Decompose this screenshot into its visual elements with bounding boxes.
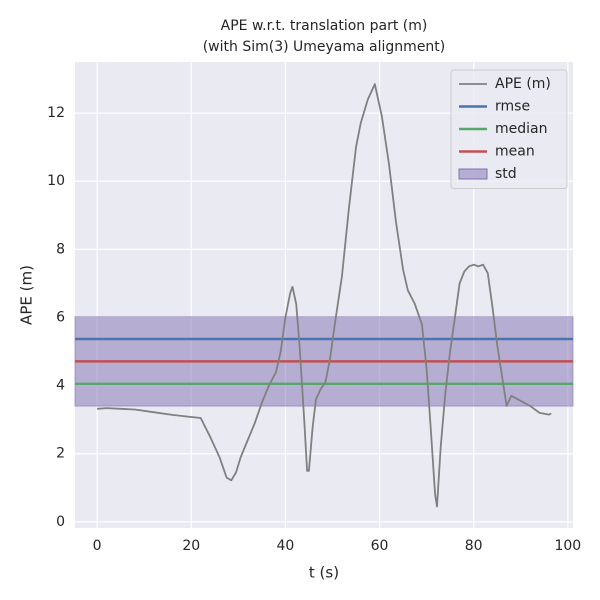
y-tick-label: 2 [56,446,65,462]
x-tick-label: 60 [371,538,389,554]
x-tick-label: 0 [93,538,102,554]
chart-title: APE w.r.t. translation part (m) [221,18,428,34]
legend-label: APE (m) [495,76,551,92]
y-tick-label: 0 [56,514,65,530]
legend-swatch [458,168,488,180]
y-tick-label: 4 [56,378,65,394]
y-tick-label: 6 [56,309,65,325]
y-axis-label: APE (m) [18,265,36,325]
x-tick-label: 40 [276,538,294,554]
data-line [97,83,552,508]
legend-label: mean [495,144,535,160]
legend-box [450,69,568,189]
x-tick-label: 100 [554,538,581,554]
x-tick-label: 20 [182,538,200,554]
y-tick-label: 10 [47,173,65,189]
y-tick-label: 12 [47,105,65,121]
x-tick-label: 80 [465,538,483,554]
y-tick-label: 8 [56,241,65,257]
chart-subtitle: (with Sim(3) Umeyama alignment) [203,39,446,55]
x-axis-label: t (s) [309,564,339,582]
legend-label: rmse [495,99,530,115]
legend-label: median [495,121,547,137]
legend: APE (m) rmse median mean std [450,69,568,189]
legend-label: std [495,166,517,182]
